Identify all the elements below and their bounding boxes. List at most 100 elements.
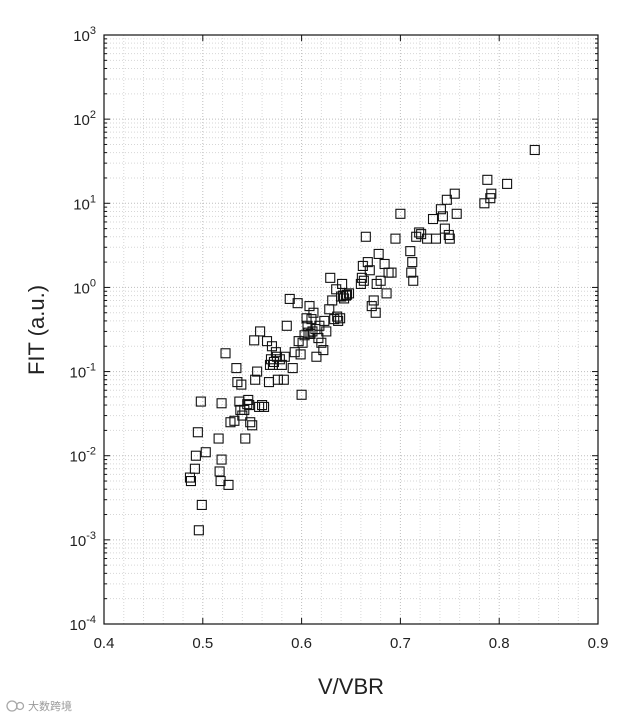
data-point — [190, 450, 201, 461]
data-point — [259, 401, 270, 412]
y-tick-label: 103 — [73, 25, 96, 45]
data-point — [279, 351, 290, 362]
y-tick-label: 10-3 — [70, 530, 96, 550]
data-point — [381, 288, 392, 299]
y-tick-exponent: -3 — [86, 530, 96, 542]
data-point — [296, 389, 307, 400]
data-point — [355, 278, 366, 289]
data-point — [341, 290, 352, 301]
data-point — [214, 466, 225, 477]
data-point — [335, 313, 346, 324]
data-point — [437, 211, 448, 222]
y-tick-base: 10 — [73, 196, 90, 213]
data-point — [325, 272, 336, 283]
data-point — [341, 289, 353, 300]
data-point — [405, 246, 416, 257]
data-point — [189, 463, 200, 474]
data-point — [430, 233, 442, 244]
data-point — [333, 315, 344, 326]
data-point — [220, 348, 231, 359]
y-tick-exponent: 2 — [90, 109, 96, 121]
y-tick-base: 10 — [70, 617, 87, 634]
data-point — [449, 188, 460, 199]
data-point — [368, 295, 379, 306]
data-point — [223, 479, 234, 490]
data-point — [281, 320, 292, 331]
data-point — [231, 363, 242, 374]
y-tick-label: 102 — [73, 109, 96, 129]
data-point — [479, 198, 490, 209]
y-tick-base: 10 — [73, 28, 90, 45]
data-point — [321, 326, 332, 337]
data-point — [247, 420, 258, 431]
data-point — [444, 233, 455, 244]
data-point — [237, 410, 248, 421]
data-point — [216, 454, 227, 465]
data-point — [287, 363, 298, 374]
data-point — [215, 475, 226, 487]
data-point — [263, 377, 275, 388]
data-point — [427, 213, 439, 225]
data-point — [408, 275, 419, 286]
data-point — [360, 231, 371, 242]
y-tick-exponent: 3 — [90, 25, 96, 37]
x-tick-label: 0.8 — [489, 635, 510, 652]
data-point — [196, 499, 207, 510]
y-tick-label: 10-4 — [70, 614, 96, 634]
data-point — [362, 257, 373, 268]
data-point — [443, 229, 454, 241]
data-point — [529, 144, 540, 156]
y-tick-exponent: 1 — [90, 193, 96, 205]
data-point — [435, 204, 446, 215]
y-tick-label: 10-2 — [70, 446, 96, 466]
data-point — [289, 347, 300, 358]
brand-logo-icon — [6, 700, 25, 712]
watermark: 大数跨境 — [6, 699, 72, 713]
data-point — [319, 315, 330, 326]
data-point — [250, 374, 261, 385]
data-point — [297, 337, 308, 348]
x-tick-labels: 0.4 0.5 0.6 0.7 0.8 0.9 — [94, 635, 609, 652]
data-point — [236, 379, 247, 390]
data-point — [373, 248, 384, 259]
x-tick-label: 0.6 — [291, 635, 312, 652]
data-point — [486, 188, 497, 199]
data-point — [193, 525, 204, 536]
data-point — [195, 396, 206, 407]
data-point — [390, 233, 401, 244]
data-point — [213, 433, 224, 444]
watermark-text: 大数跨境 — [28, 699, 72, 713]
data-point — [306, 314, 317, 325]
data-point — [318, 345, 329, 356]
y-tick-base: 10 — [73, 280, 90, 297]
y-tick-base: 10 — [70, 533, 87, 550]
data-point — [244, 400, 255, 411]
x-tick-label: 0.7 — [390, 635, 411, 652]
data-point — [272, 374, 283, 385]
data-point — [406, 267, 417, 278]
data-point — [292, 298, 303, 309]
y-tick-label: 10-1 — [70, 362, 96, 382]
y-tick-base: 10 — [70, 365, 87, 382]
data-point — [252, 366, 263, 377]
data-point — [395, 208, 406, 219]
data-point — [216, 398, 227, 409]
y-tick-base: 10 — [70, 449, 87, 466]
data-point — [255, 326, 266, 337]
data-point — [316, 337, 327, 348]
data-point — [307, 326, 318, 337]
data-point — [278, 374, 289, 385]
data-point — [311, 351, 322, 362]
data-point — [268, 356, 279, 368]
axis-ticks — [103, 34, 599, 625]
grid-lines — [104, 35, 598, 624]
data-point — [249, 335, 260, 346]
data-point — [308, 307, 319, 318]
data-point — [295, 349, 306, 360]
plot-frame — [103, 34, 599, 625]
data-point — [441, 194, 452, 205]
data-point — [229, 415, 240, 426]
data-point — [379, 258, 390, 270]
